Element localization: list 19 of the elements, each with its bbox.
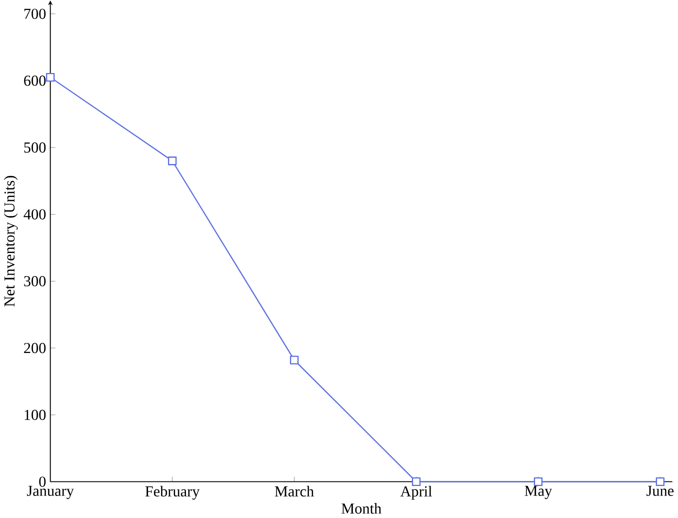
point — [168, 156, 177, 166]
x-tick-label: February — [145, 486, 200, 500]
y-tick-label: 600 — [24, 76, 46, 86]
x-axis-title: Month — [342, 503, 382, 514]
y-tick-label: 400 — [24, 209, 46, 220]
point — [290, 356, 299, 365]
y-tick-label: 100 — [24, 410, 46, 420]
x-tick-label: June — [646, 486, 674, 496]
y-tick-label: 0 — [39, 476, 46, 488]
y-tick-label: 700 — [24, 8, 46, 20]
x-tick-label: May — [524, 486, 552, 500]
y-tick-label: 300 — [24, 276, 46, 287]
y-tick-label: 500 — [24, 142, 46, 153]
x-tick-label: January — [27, 486, 74, 500]
y-axis-title: Net Inventory (Units) — [4, 176, 18, 307]
x-tick-label: March — [274, 486, 314, 497]
x-tick-label: April — [400, 486, 432, 500]
point — [46, 73, 55, 82]
y-tick-label: 200 — [24, 343, 46, 354]
